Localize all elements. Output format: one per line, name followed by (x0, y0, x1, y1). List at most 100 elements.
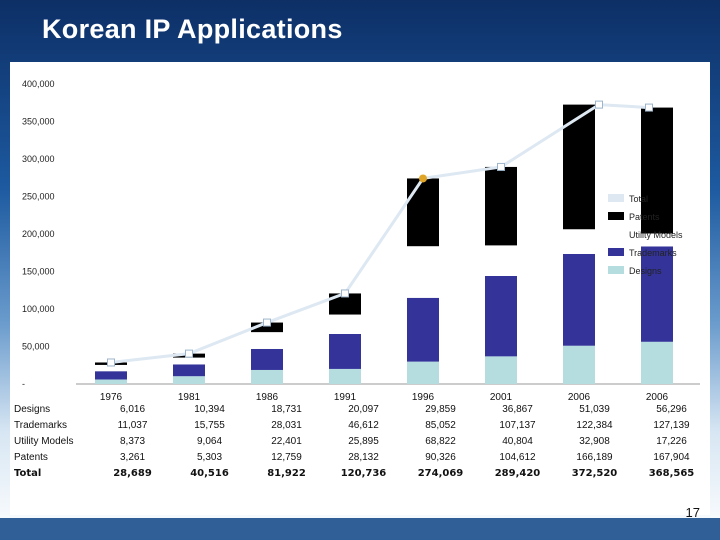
row-spacer (76, 465, 94, 481)
x-tick-label: 2006 (646, 392, 669, 402)
table-row: Utility Models 8,373 9,064 22,401 25,895 68,8… (10, 433, 710, 449)
table-cell: 29,859 (425, 403, 456, 415)
bar-utility-models (329, 314, 361, 334)
table-cell: 5,303 (196, 451, 223, 463)
table-cell: 18,731 (271, 403, 302, 415)
total-point-marker (645, 103, 653, 112)
bar-trademarks (485, 275, 517, 357)
table-cell: 274,069 (417, 467, 464, 479)
bar-patents (329, 293, 361, 315)
bar-trademarks (173, 364, 205, 377)
table-cell: 127,139 (653, 419, 690, 431)
bar-designs (641, 341, 673, 384)
row-label: Utility Models (14, 435, 74, 447)
table-cell: 12,759 (271, 451, 302, 463)
total-line (110, 103, 650, 364)
total-point-marker (595, 100, 603, 109)
bar-utility-models (485, 245, 517, 276)
row-label: Designs (14, 403, 51, 415)
legend-label: Utility Models (629, 230, 683, 240)
table-cell: 372,520 (571, 467, 618, 479)
table-cell: 120,736 (340, 467, 387, 479)
bar-utility-models (407, 246, 439, 298)
legend-label: Trademarks (629, 248, 677, 258)
table-cell: 11,037 (117, 419, 148, 431)
row-label: Trademarks (14, 419, 67, 431)
bar-utility-models (173, 357, 205, 365)
table-cell: 289,420 (494, 467, 541, 479)
table-cell: 20,097 (348, 403, 379, 415)
legend-label: Designs (629, 266, 662, 276)
row-label: Patents (14, 451, 48, 463)
y-tick-label: - (22, 379, 25, 389)
total-callout-label: 274,069 (393, 158, 430, 169)
table-cell: 40,804 (502, 435, 533, 447)
bar-designs (485, 356, 517, 384)
legend-swatch (607, 229, 625, 239)
table-cell: 107,137 (499, 419, 536, 431)
table-cell: 104,612 (499, 451, 536, 463)
row-spacer (76, 401, 94, 417)
table-cell: 9,064 (196, 435, 223, 447)
table-row: Trademarks 11,037 15,755 28,031 46,612 85,052… (10, 417, 710, 433)
total-callout-label: 368,565 (631, 88, 668, 99)
y-tick-label: 200,000 (22, 229, 55, 239)
total-line-series (107, 100, 653, 367)
x-tick-label: 1976 (100, 392, 123, 402)
chart-panel: - 50,000 100,000 150,000 200,000 250,000 300,0… (10, 62, 710, 515)
bar-patents (251, 322, 283, 333)
row-spacer (76, 449, 94, 465)
bar-designs (95, 379, 127, 384)
legend: Total Patents Utility Models Trademarks Desi… (607, 194, 683, 276)
bar-utility-models (563, 229, 595, 254)
bar-designs (329, 368, 361, 384)
y-tick-label: 300,000 (22, 154, 55, 164)
total-callout-label: 372,520 (571, 85, 608, 96)
table-cell: 85,052 (425, 419, 456, 431)
total-point-marker (263, 318, 271, 327)
legend-swatch (608, 248, 624, 256)
page-number: 17 (685, 505, 700, 520)
table-cell: 81,922 (267, 467, 306, 479)
x-tick-label: 1996 (412, 392, 435, 402)
table-cell: 10,394 (194, 403, 225, 415)
table-cell: 28,031 (271, 419, 302, 431)
bar-patents (485, 166, 517, 246)
total-point-marker (341, 289, 349, 298)
x-tick-label: 1991 (334, 392, 357, 402)
total-point-marker (419, 174, 427, 183)
bar-trademarks (641, 246, 673, 342)
legend-swatch (608, 194, 624, 202)
table-cell: 40,516 (190, 467, 229, 479)
x-tick-label: 1986 (256, 392, 279, 402)
bar-designs (563, 345, 595, 384)
table-cell: 3,261 (119, 451, 146, 463)
bar-utility-models (95, 364, 127, 372)
table-cell: 17,226 (656, 435, 687, 447)
bar-trademarks (563, 253, 595, 346)
table-cell: 8,373 (119, 435, 146, 447)
bar-trademarks (329, 333, 361, 369)
y-tick-label: 350,000 (22, 117, 55, 127)
total-point-marker (107, 358, 115, 367)
table-row: Total 28,689 40,516 81,922 120,736 274,069 289… (10, 465, 710, 481)
total-point-marker (185, 349, 193, 358)
total-point-marker (497, 162, 505, 171)
bar-stacks (95, 104, 673, 384)
y-tick-label: 100,000 (22, 304, 55, 314)
table-cell: 15,755 (194, 419, 225, 431)
bar-trademarks (407, 297, 439, 362)
row-label: Total (14, 467, 42, 479)
y-tick-label: 150,000 (22, 267, 55, 277)
row-spacer (76, 433, 94, 449)
data-table: Designs 6,016 10,394 18,731 20,097 29,859 36,8… (10, 401, 710, 481)
legend-label: Patents (629, 212, 660, 222)
y-tick-label: 400,000 (22, 79, 55, 89)
x-tick-label: 2006 (568, 392, 591, 402)
footer-bar (0, 518, 720, 540)
table-cell: 22,401 (271, 435, 302, 447)
x-tick-label: 1981 (178, 392, 201, 402)
y-tick-label: 50,000 (22, 342, 50, 352)
bar-designs (407, 361, 439, 384)
table-cell: 36,867 (502, 403, 533, 415)
